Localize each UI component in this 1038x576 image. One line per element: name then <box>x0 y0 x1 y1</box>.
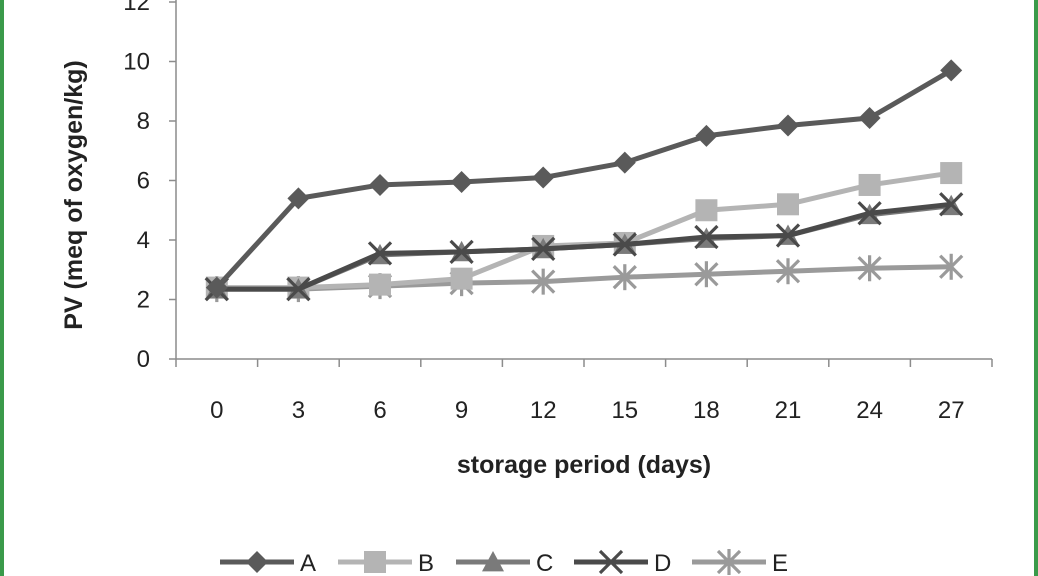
x-tick-label: 0 <box>210 397 223 424</box>
legend-label-a: A <box>300 550 316 576</box>
series-e-point <box>775 258 801 285</box>
y-tick-label: 6 <box>137 168 150 195</box>
series-d-point-stroke <box>694 224 719 250</box>
x-tick-label: 3 <box>292 397 305 424</box>
series-d-point <box>694 224 719 250</box>
y-tick-label: 4 <box>137 227 150 254</box>
series-b-point <box>369 273 391 296</box>
y-tick-labels: 0 2 4 6 8 10 12 <box>123 0 150 373</box>
series-a-point <box>777 114 799 137</box>
series-d-point <box>531 236 556 262</box>
series-d-point-stroke <box>449 239 474 265</box>
legend-item-a: A <box>220 550 316 576</box>
y-tick-label: 12 <box>123 0 150 16</box>
legend-marker-d-stroke <box>598 549 624 575</box>
x-tick-label: 12 <box>530 397 557 424</box>
series-a-point <box>695 124 718 147</box>
x-tick-label: 24 <box>856 397 883 424</box>
series-d-point-stroke <box>531 236 556 262</box>
series-a-line <box>214 68 953 290</box>
legend-marker-c <box>482 551 504 572</box>
series-b-point <box>858 173 881 196</box>
legend-label-c: C <box>536 550 553 576</box>
series-d <box>204 192 964 302</box>
series-e-point <box>612 264 637 291</box>
series-b-point <box>695 199 718 222</box>
series-a-point <box>940 59 963 82</box>
x-tick-label: 15 <box>611 397 638 424</box>
series-d-point <box>286 276 311 302</box>
series-b-point <box>940 162 963 185</box>
legend-item-d: D <box>574 549 671 576</box>
x-tick-label: 6 <box>373 397 386 424</box>
series-e-point <box>694 261 719 288</box>
legend-item-e: E <box>692 549 788 576</box>
legend-marker-e <box>716 549 742 575</box>
y-axis-title: PV (meq of oxygen/kg) <box>60 60 88 329</box>
legend-marker-b <box>364 551 386 573</box>
y-tick-label: 10 <box>123 49 150 76</box>
series-a-point <box>287 187 310 210</box>
x-tick-label: 21 <box>775 397 802 424</box>
series-d-point <box>449 239 474 265</box>
legend-item-b: B <box>338 550 434 576</box>
axes <box>169 0 993 367</box>
y-tick-label: 2 <box>137 287 150 314</box>
series-d-line <box>216 201 952 292</box>
x-tick-labels: 0 3 6 9 12 15 18 21 24 27 <box>210 397 964 424</box>
series-e-point <box>857 255 882 282</box>
series-a-point <box>613 151 636 174</box>
legend-label-d: D <box>654 550 671 576</box>
series-d-point-stroke <box>367 241 393 266</box>
series-d-point-stroke <box>939 192 964 217</box>
series-layer <box>204 59 964 303</box>
legend-marker-a <box>246 551 268 573</box>
series-d-point <box>857 201 882 226</box>
x-axis-title: storage period (days) <box>457 451 711 479</box>
legend-item-c: C <box>456 550 553 576</box>
y-tick-label: 0 <box>137 346 150 373</box>
series-d-point-stroke <box>612 232 637 257</box>
series-a-point <box>450 170 473 193</box>
series-a <box>205 59 963 299</box>
legend-label-e: E <box>772 550 788 576</box>
series-a-point <box>205 276 228 299</box>
series-d-point <box>775 223 801 248</box>
series-a-point <box>532 166 555 189</box>
series-d-point-stroke <box>775 223 801 248</box>
legend-label-b: B <box>418 550 434 576</box>
x-tick-label: 18 <box>693 397 720 424</box>
series-d-point <box>367 241 393 266</box>
series-d-point <box>612 232 637 257</box>
series-e-point <box>939 253 964 280</box>
series-d-point <box>939 192 964 217</box>
series-b-point <box>777 193 799 216</box>
legend: A B C D E <box>220 549 788 576</box>
x-tick-label: 9 <box>455 397 468 424</box>
series-d-point-stroke <box>857 201 882 226</box>
series-d-point-stroke <box>286 276 311 302</box>
series-e-point <box>531 268 556 295</box>
series-a-point <box>369 173 391 196</box>
y-tick-label: 8 <box>137 108 150 135</box>
legend-marker-d <box>598 549 624 575</box>
x-tick-label: 27 <box>938 397 965 424</box>
series-a-point <box>858 107 881 130</box>
series-b-point <box>450 267 473 290</box>
